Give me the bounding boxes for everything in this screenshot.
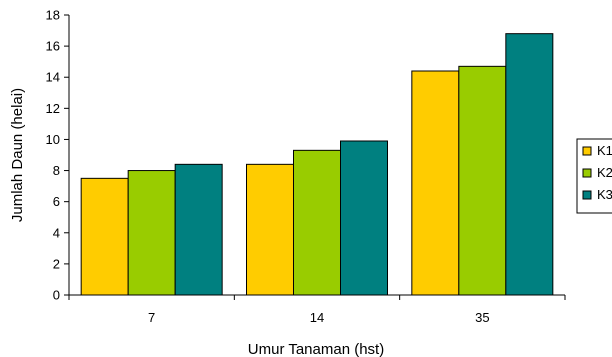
y-tick-label: 12 [46, 101, 60, 116]
x-tick-label: 35 [475, 310, 489, 325]
y-tick-label: 8 [53, 163, 60, 178]
bar-K1-35 [411, 70, 460, 296]
bar-K2-14 [293, 149, 341, 296]
y-tick-label: 6 [53, 194, 60, 209]
bars-group [80, 33, 554, 296]
y-tick-label: 10 [46, 132, 60, 147]
y-axis-title: Jumlah Daun (helai) [9, 88, 26, 222]
bar-K1-14 [246, 163, 294, 296]
y-tick-label: 14 [46, 70, 60, 85]
axes-group [64, 14, 566, 300]
y-tick-label: 4 [53, 225, 60, 240]
y-tick-label: 2 [53, 256, 60, 271]
x-tick-label: 14 [310, 310, 324, 325]
bar-K2-7 [127, 170, 176, 296]
bar-K1-7 [80, 177, 129, 296]
legend-swatch-K2 [582, 168, 592, 178]
x-tick-label: 7 [148, 310, 155, 325]
legend-label-K2: K2 [597, 165, 612, 180]
legend-swatch-K1 [582, 146, 592, 156]
legend-label-K1: K1 [597, 143, 612, 158]
bar-K3-35 [505, 33, 554, 296]
y-tick-label: 16 [46, 39, 60, 54]
legend-label-K3: K3 [597, 187, 612, 202]
legend: K1 K2 K3 [576, 138, 612, 214]
bar-K3-7 [174, 163, 223, 296]
x-axis-title: Umur Tanaman (hst) [248, 341, 384, 357]
tick-labels-group: 0 2 4 6 8 10 12 14 16 18 7 14 35 [46, 8, 490, 326]
bar-K2-35 [458, 65, 507, 296]
y-tick-label: 18 [46, 8, 60, 23]
legend-swatch-K3 [582, 190, 592, 200]
bar-K3-14 [340, 140, 388, 296]
y-tick-label: 0 [53, 288, 60, 303]
